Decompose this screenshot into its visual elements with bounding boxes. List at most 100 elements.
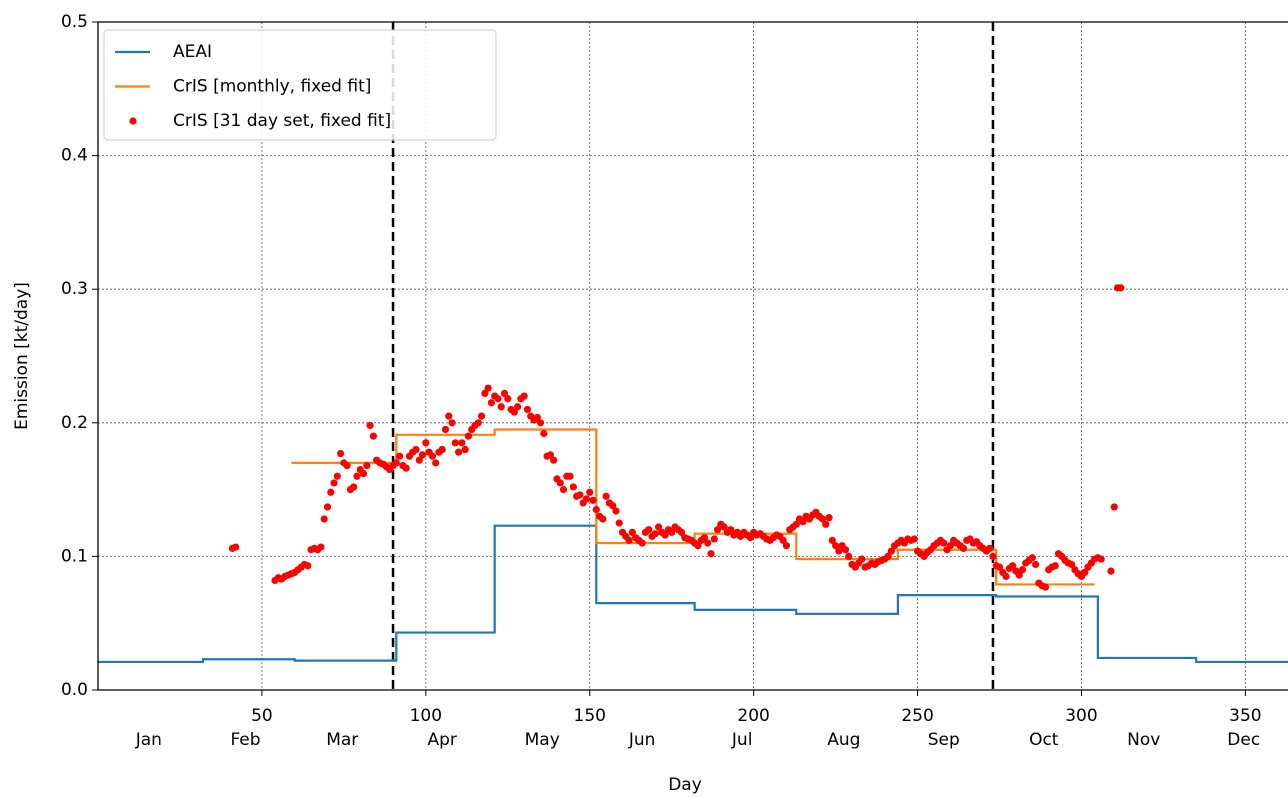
scatter-point (1107, 567, 1115, 575)
scatter-point (1041, 583, 1050, 591)
scatter-point (1015, 571, 1023, 579)
scatter-point (825, 514, 833, 522)
scatter-point (668, 528, 676, 536)
scatter-point (461, 445, 469, 454)
scatter-point (418, 451, 427, 459)
scatter-point (464, 432, 473, 440)
scatter-point (366, 421, 374, 430)
y-tick-label: 0.4 (61, 146, 88, 166)
scatter-point (612, 507, 620, 515)
scatter-point (474, 419, 482, 427)
scatter-point (720, 523, 728, 531)
scatter-point (392, 459, 400, 467)
scatter-point (645, 526, 653, 534)
month-label: Jun (628, 730, 656, 750)
scatter-point (782, 542, 791, 550)
month-label: Nov (1127, 730, 1160, 750)
scatter-point (910, 535, 918, 543)
scatter-point (402, 464, 410, 472)
scatter-point (586, 488, 594, 496)
scatter-point (504, 395, 512, 403)
scatter-point (353, 472, 361, 480)
scatter-point (818, 515, 827, 523)
scatter-point (592, 506, 600, 514)
scatter-point (1068, 560, 1076, 569)
scatter-point (533, 413, 541, 422)
x-tick-label: 100 (410, 706, 442, 726)
scatter-point (746, 534, 754, 542)
month-label: Apr (428, 730, 457, 750)
scatter-point (343, 461, 351, 470)
scatter-point (1028, 554, 1036, 562)
scatter-point (1031, 560, 1040, 569)
legend-label: CrIS [31 day set, fixed fit] (173, 111, 391, 131)
x-axis-label: Day (668, 775, 702, 795)
month-label: Aug (827, 730, 860, 750)
scatter-point (320, 515, 328, 523)
scatter-point (523, 405, 532, 414)
scatter-point (707, 550, 715, 558)
month-label: Jul (731, 730, 753, 750)
x-tick-label: 150 (574, 706, 606, 726)
y-tick-label: 0.5 (61, 12, 88, 32)
scatter-point (477, 412, 486, 420)
legend-label: CrIS [monthly, fixed fit] (173, 77, 371, 97)
scatter-point (330, 479, 338, 487)
scatter-point (986, 544, 994, 552)
scatter-point (615, 519, 623, 527)
scatter-point (959, 544, 968, 552)
legend-label: AEAI (173, 42, 212, 62)
scatter-point (559, 486, 568, 494)
scatter-point (858, 555, 866, 563)
x-tick-label: 350 (1229, 706, 1261, 726)
scatter-point (448, 419, 456, 427)
scatter-point (835, 547, 843, 555)
scatter-point (520, 392, 528, 400)
scatter-point (625, 536, 633, 544)
scatter-point (487, 399, 495, 407)
scatter-point (887, 547, 895, 555)
scatter-point (432, 459, 440, 467)
scatter-point (556, 479, 564, 487)
scatter-point (845, 552, 853, 561)
scatter-point (822, 520, 830, 528)
scatter-point (336, 449, 345, 458)
scatter-point (799, 518, 807, 526)
scatter-point (412, 445, 420, 454)
month-label: Sep (928, 730, 960, 750)
month-label: May (525, 730, 560, 750)
scatter-point (428, 452, 436, 460)
scatter-point (458, 439, 466, 447)
scatter-point (422, 439, 430, 447)
scatter-point (415, 456, 423, 464)
line-series (98, 524, 1288, 664)
y-tick-label: 0.0 (61, 680, 88, 700)
scatter-point (494, 395, 502, 403)
y-tick-label: 0.1 (61, 546, 88, 566)
scatter-point (359, 469, 368, 478)
month-label: Oct (1029, 730, 1059, 750)
x-tick-label: 250 (901, 706, 933, 726)
scatter-point (989, 552, 997, 561)
scatter-point (727, 526, 735, 534)
scatter-point (304, 562, 312, 570)
scatter-point (350, 483, 358, 491)
scatter-point (510, 408, 518, 416)
scatter-point (589, 496, 597, 504)
month-label: Dec (1227, 730, 1260, 750)
scatter-point (1097, 555, 1105, 563)
scatter-point (540, 429, 548, 438)
scatter-point (602, 492, 610, 500)
scatter-point (323, 503, 332, 511)
scatter-point (582, 495, 591, 503)
scatter-point (327, 488, 335, 496)
legend-box (103, 29, 497, 141)
scatter-point (232, 543, 240, 551)
scatter-point (599, 515, 607, 523)
scatter-point (677, 528, 686, 536)
scatter-point (792, 520, 800, 528)
scatter-point (1002, 572, 1010, 581)
scatter-point (369, 432, 377, 440)
scatter-point (828, 536, 836, 544)
y-axis-label: Emission [kt/day] (12, 282, 32, 430)
